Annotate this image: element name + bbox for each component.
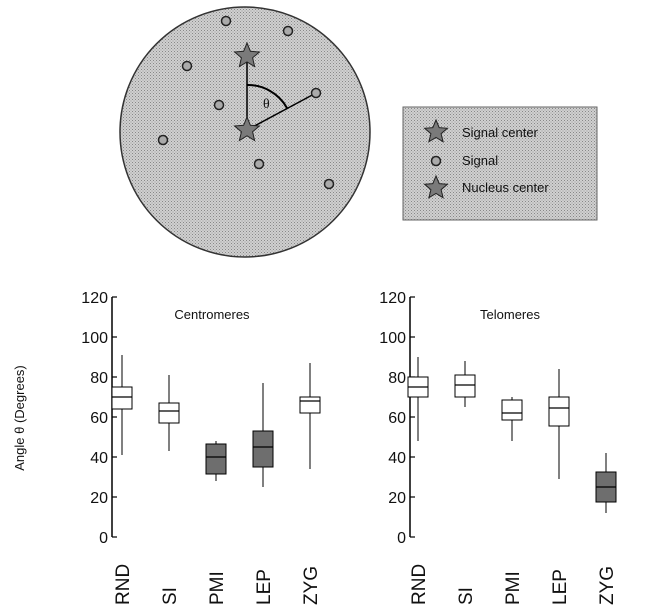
chart-title: Centromeres [174, 307, 250, 322]
signal [157, 134, 169, 146]
nucleus-center [233, 115, 261, 142]
signal [323, 178, 335, 190]
box [548, 396, 570, 427]
y-tick-label: 60 [90, 410, 108, 427]
y-tick-label: 120 [379, 290, 406, 307]
x-tick-label: PMI [503, 571, 524, 605]
box [111, 386, 133, 410]
legend-label: Signal center [462, 125, 539, 140]
legend-icon [430, 155, 442, 167]
x-tick-label: ZYG [597, 566, 618, 605]
box [158, 402, 180, 424]
angle-arc [246, 83, 288, 109]
y-tick-label: 20 [388, 490, 406, 507]
box [205, 443, 227, 475]
signal [282, 25, 294, 37]
y-tick-label: 40 [388, 450, 406, 467]
y-tick-label: 100 [81, 330, 108, 347]
y-axis-label: Angle θ (Degrees) [12, 365, 27, 471]
signal [253, 158, 265, 170]
y-tick-label: 120 [81, 290, 108, 307]
signal [220, 15, 232, 27]
box [501, 399, 523, 421]
signal [310, 87, 322, 99]
x-tick-label: LEP [254, 569, 275, 605]
legend-label: Nucleus center [462, 180, 549, 195]
box [454, 374, 476, 398]
y-tick-label: 20 [90, 490, 108, 507]
chart-title: Telomeres [480, 307, 540, 322]
legend-icon [423, 174, 449, 199]
signal-center [233, 41, 261, 68]
y-tick-label: 80 [388, 370, 406, 387]
angle-label: θ [263, 97, 270, 112]
x-tick-label: LEP [550, 569, 571, 605]
x-tick-label: RND [113, 564, 134, 605]
legend-icon [423, 118, 449, 143]
x-tick-label: SI [456, 587, 477, 605]
diagram: θ Signal center Signal Nucleus center [119, 6, 598, 258]
x-tick-label: ZYG [301, 566, 322, 605]
vector-line [246, 92, 317, 131]
y-tick-label: 0 [99, 530, 108, 547]
x-tick-label: SI [160, 587, 181, 605]
legend-label: Signal [462, 153, 498, 168]
x-tick-label: PMI [207, 571, 228, 605]
signal [213, 99, 225, 111]
signal [181, 60, 193, 72]
y-tick-label: 100 [379, 330, 406, 347]
box [299, 396, 321, 414]
y-tick-label: 60 [388, 410, 406, 427]
y-tick-label: 0 [397, 530, 406, 547]
y-tick-label: 40 [90, 450, 108, 467]
y-tick-label: 80 [90, 370, 108, 387]
box [252, 430, 274, 468]
x-tick-label: RND [409, 564, 430, 605]
